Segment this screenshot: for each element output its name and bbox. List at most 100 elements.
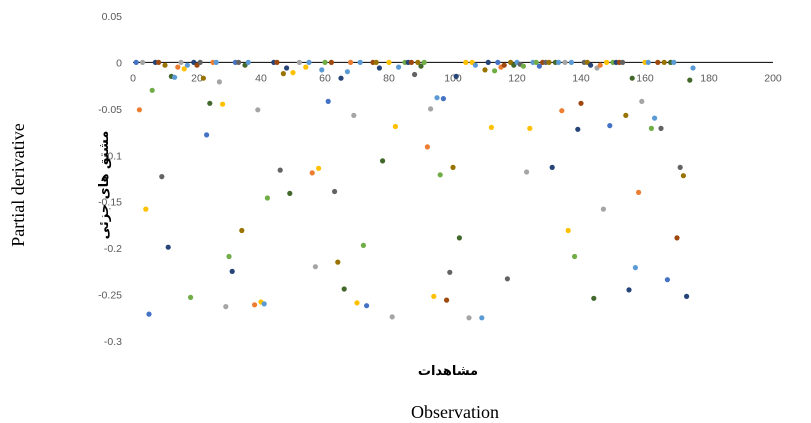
x-axis-label: Observation: [411, 402, 499, 422]
data-point: [386, 59, 392, 65]
data-point: [620, 59, 626, 65]
data-point: [357, 59, 363, 65]
data-point: [444, 297, 450, 303]
data-point: [338, 75, 344, 81]
data-point: [351, 112, 357, 118]
data-point: [220, 101, 226, 107]
data-point: [434, 95, 440, 101]
x-tick-label: 180: [700, 72, 718, 84]
data-point: [690, 65, 696, 71]
data-point: [319, 67, 325, 73]
x-tick-label: 120: [508, 72, 526, 84]
data-points: [133, 59, 696, 321]
data-point: [245, 59, 251, 65]
y-tick-label: -0.2: [104, 243, 122, 255]
data-point: [562, 59, 568, 65]
data-point: [328, 59, 334, 65]
data-point: [354, 300, 360, 306]
data-point: [296, 59, 302, 65]
data-point: [466, 315, 472, 321]
data-point: [600, 206, 607, 212]
data-point: [360, 242, 366, 248]
data-point: [549, 164, 555, 170]
data-point: [223, 304, 229, 310]
data-point: [687, 77, 693, 83]
data-point: [674, 235, 680, 241]
data-point: [431, 293, 437, 299]
data-point: [322, 59, 328, 65]
data-point: [575, 126, 581, 132]
data-point: [453, 73, 459, 79]
data-point: [485, 59, 491, 65]
data-point: [316, 165, 322, 171]
x-tick-label: 200: [764, 72, 782, 84]
data-point: [143, 206, 149, 212]
data-point: [207, 100, 213, 106]
y-tick-label: -0.3: [104, 336, 122, 348]
data-point: [472, 62, 478, 68]
x-tick-label: 160: [636, 72, 654, 84]
data-point: [440, 96, 446, 102]
data-point: [376, 65, 382, 71]
data-point: [591, 295, 597, 301]
x-tick-label: 80: [383, 72, 395, 84]
data-point: [178, 59, 184, 65]
data-point: [527, 125, 533, 131]
data-point: [188, 294, 194, 300]
data-point: [661, 59, 667, 65]
data-point: [632, 265, 639, 271]
y-tick-label: -0.15: [98, 197, 122, 209]
data-point: [133, 59, 139, 65]
data-point: [181, 66, 187, 72]
data-point: [652, 115, 658, 121]
data-point: [396, 64, 402, 70]
data-point: [684, 293, 690, 299]
data-point: [479, 315, 485, 321]
data-point: [364, 303, 370, 309]
data-point: [648, 125, 655, 131]
data-point: [261, 301, 267, 307]
x-axis-label-secondary: مشاهدات: [418, 364, 478, 379]
data-point: [287, 190, 293, 196]
data-point: [671, 59, 677, 65]
data-point: [655, 59, 661, 65]
data-point: [348, 59, 354, 65]
data-point: [290, 70, 296, 76]
data-point: [495, 59, 501, 65]
y-tick-label: -0.1: [104, 150, 122, 162]
y-axis-label: Partial derivative: [8, 123, 28, 246]
data-point: [607, 123, 613, 129]
y-tick-label: 0: [116, 57, 122, 69]
data-point: [533, 59, 539, 65]
data-point: [636, 189, 642, 195]
x-tick-label: 60: [319, 72, 331, 84]
data-point: [437, 172, 443, 178]
data-point: [146, 311, 152, 317]
data-point: [626, 287, 632, 293]
data-point: [165, 244, 171, 250]
x-tick-label: 20: [191, 72, 203, 84]
y-tick-label: -0.25: [98, 290, 122, 302]
data-point: [226, 253, 232, 260]
data-point: [136, 107, 142, 113]
data-point: [578, 100, 584, 106]
data-point: [488, 124, 494, 130]
data-point: [162, 62, 168, 68]
data-point: [421, 59, 427, 65]
data-point: [303, 64, 309, 70]
data-point: [344, 69, 350, 75]
data-point: [565, 227, 571, 234]
data-point: [658, 125, 664, 131]
data-point: [274, 59, 280, 65]
data-point: [664, 277, 671, 283]
data-point: [213, 59, 219, 65]
data-point: [184, 62, 190, 68]
data-point: [389, 314, 395, 320]
data-point: [645, 59, 651, 65]
data-point: [501, 62, 507, 68]
data-point: [216, 79, 222, 85]
data-point: [255, 107, 261, 113]
data-point: [428, 106, 434, 112]
data-point: [140, 59, 146, 65]
